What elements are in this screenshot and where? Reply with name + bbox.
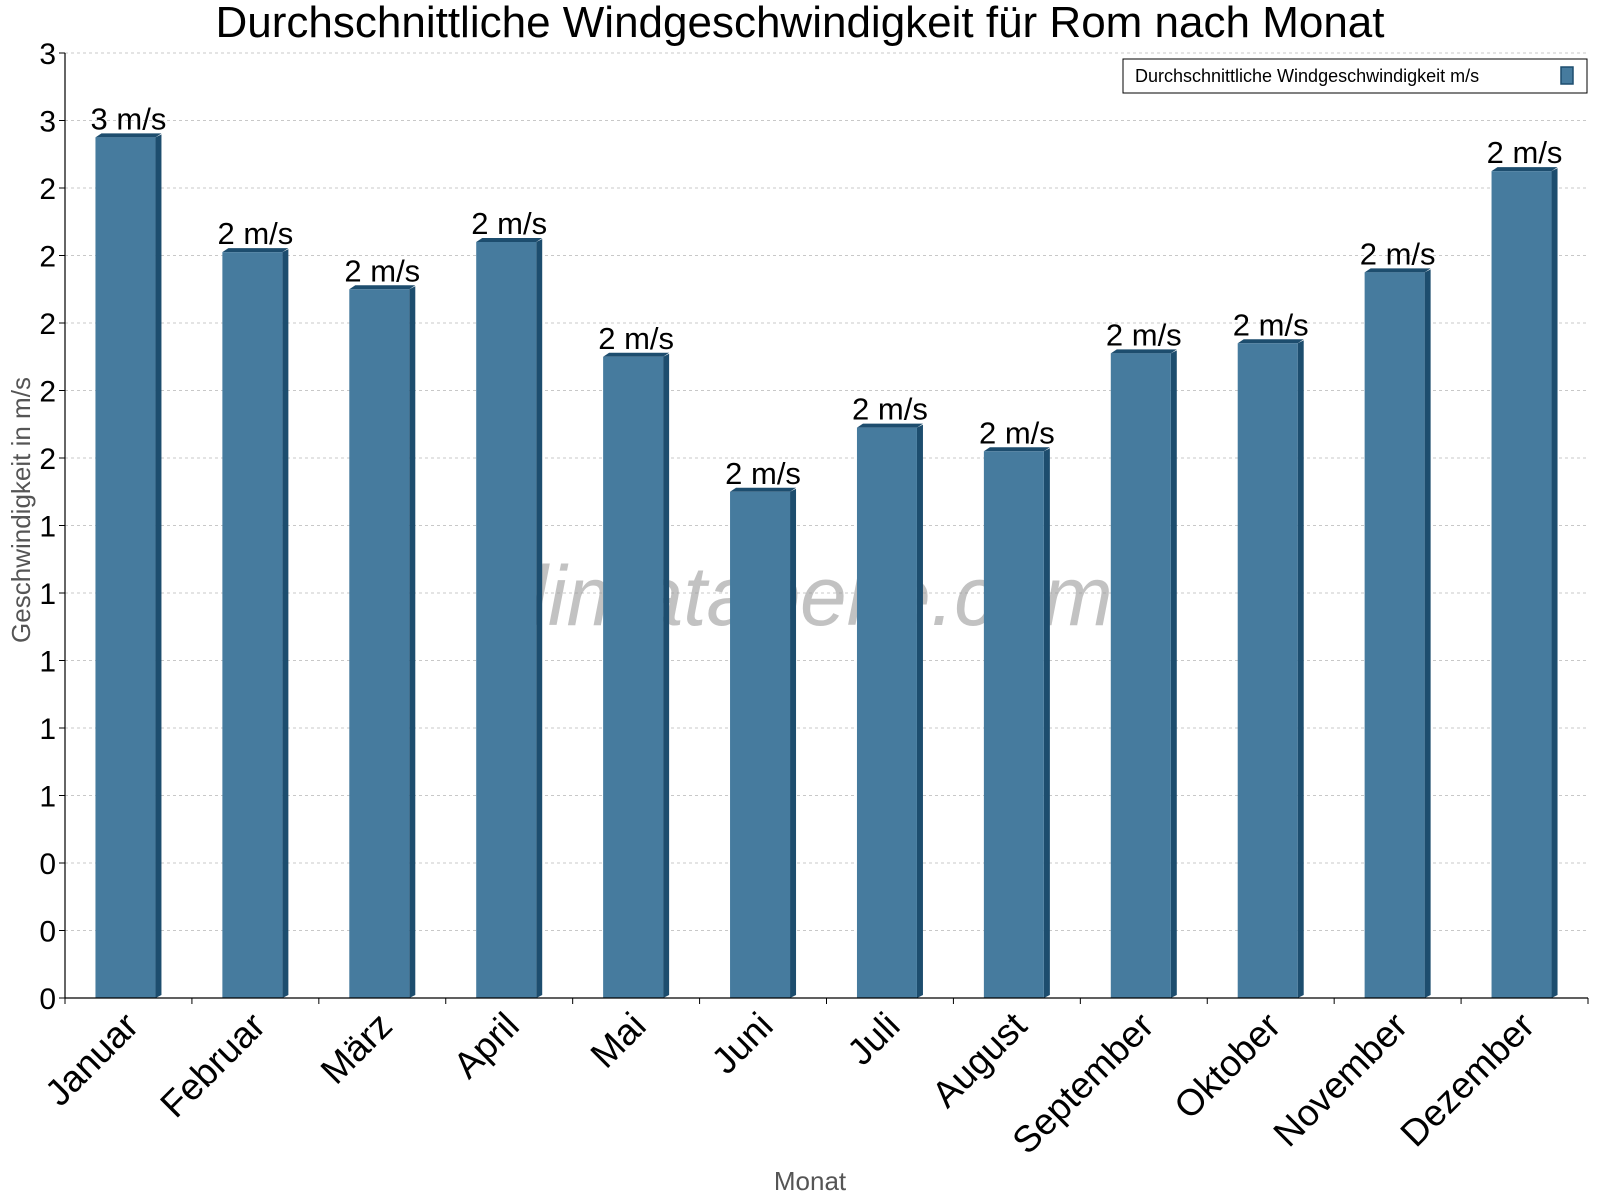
grid-lines bbox=[65, 52, 1588, 931]
data-label: 2 m/s bbox=[979, 415, 1055, 450]
bars: 3 m/s 2 m/s 2 m/s 2 m/s 2 m/s 2 m/s 2 m/s 2 m/s… bbox=[91, 101, 1563, 998]
bar-top bbox=[983, 447, 1050, 452]
bar-top bbox=[1364, 268, 1431, 273]
data-label: 2 m/s bbox=[471, 206, 547, 241]
legend-label: Durchschnittliche Windgeschwindigkeit m/… bbox=[1135, 66, 1479, 86]
x-tick-label: August bbox=[924, 1004, 1035, 1115]
x-tick-label: Dezember bbox=[1393, 1005, 1543, 1155]
y-tick-label: 2 bbox=[39, 308, 56, 341]
bar-side bbox=[1170, 350, 1177, 998]
x-tick-label: November bbox=[1266, 1005, 1416, 1155]
x-tick-label: Mai bbox=[583, 1005, 654, 1076]
bar-top bbox=[1110, 349, 1177, 354]
x-axis-title: Monat bbox=[774, 1166, 847, 1196]
bar-top bbox=[856, 423, 923, 428]
y-tick-label: 1 bbox=[39, 511, 56, 544]
y-tick-label: 0 bbox=[39, 983, 56, 1016]
y-tick-label: 2 bbox=[39, 443, 56, 476]
bar-top bbox=[95, 133, 162, 138]
bar-side bbox=[1043, 448, 1050, 998]
y-axis-ticks: 0 0 0 1 1 1 1 1 2 2 2 2 2 3 3 bbox=[39, 38, 65, 1016]
bar-side bbox=[790, 488, 797, 998]
y-axis-title: Geschwindigkeit in m/s bbox=[6, 377, 36, 643]
bar-side bbox=[663, 353, 670, 998]
bar-side bbox=[1551, 168, 1558, 998]
x-tick-label: Juni bbox=[704, 1005, 781, 1082]
y-tick-label: 0 bbox=[39, 848, 56, 881]
bar bbox=[349, 289, 410, 998]
data-label: 2 m/s bbox=[344, 253, 420, 288]
x-tick-label: April bbox=[446, 1005, 527, 1086]
axes bbox=[64, 53, 1589, 1004]
data-label: 2 m/s bbox=[725, 456, 801, 491]
bar-top bbox=[349, 285, 416, 290]
bar-side bbox=[1424, 269, 1431, 998]
x-tick-label: März bbox=[313, 1005, 400, 1092]
bar bbox=[95, 137, 156, 998]
data-label: 3 m/s bbox=[91, 101, 167, 136]
bar-top bbox=[1491, 167, 1558, 172]
y-tick-label: 3 bbox=[39, 38, 56, 71]
x-tick-label: Juli bbox=[839, 1005, 907, 1073]
bar-side bbox=[155, 134, 162, 998]
bar-top bbox=[1237, 339, 1304, 344]
bar-side bbox=[536, 239, 543, 998]
bar bbox=[1110, 353, 1171, 998]
x-tick-label: Oktober bbox=[1166, 1005, 1288, 1127]
y-tick-label: 1 bbox=[39, 578, 56, 611]
bar bbox=[1491, 171, 1552, 998]
bar bbox=[856, 427, 917, 998]
y-tick-label: 1 bbox=[39, 646, 56, 679]
x-axis-ticks: Januar Februar März April Mai Juni Juli AugustS… bbox=[37, 998, 1542, 1162]
data-label: 2 m/s bbox=[1233, 307, 1309, 342]
y-tick-label: 1 bbox=[39, 713, 56, 746]
legend-box bbox=[1122, 58, 1588, 94]
bar bbox=[222, 252, 283, 998]
data-label: 2 m/s bbox=[598, 321, 674, 356]
bar bbox=[1364, 272, 1425, 998]
bar-top bbox=[603, 352, 670, 357]
bar bbox=[983, 451, 1044, 998]
bar bbox=[476, 242, 537, 998]
bar-top bbox=[476, 238, 543, 242]
bar-top bbox=[222, 248, 289, 253]
data-label: 2 m/s bbox=[1106, 317, 1182, 352]
bar bbox=[603, 356, 664, 998]
x-tick-label: Januar bbox=[37, 1005, 146, 1114]
bar-side bbox=[282, 249, 289, 998]
legend-swatch bbox=[1560, 66, 1574, 85]
x-tick-label: Februar bbox=[152, 1005, 273, 1126]
bar-side bbox=[409, 286, 416, 998]
data-label: 2 m/s bbox=[852, 392, 928, 427]
y-tick-label: 0 bbox=[39, 916, 56, 949]
data-label: 2 m/s bbox=[1360, 236, 1436, 271]
bar-side bbox=[916, 424, 923, 998]
bar-side bbox=[1297, 340, 1304, 998]
bar bbox=[730, 491, 791, 998]
bar-top bbox=[730, 487, 797, 492]
y-tick-label: 2 bbox=[39, 241, 56, 274]
data-label: 2 m/s bbox=[1487, 135, 1563, 170]
chart-title: Durchschnittliche Windgeschwindigkeit fü… bbox=[216, 0, 1385, 47]
y-tick-label: 1 bbox=[39, 781, 56, 814]
bar bbox=[1237, 343, 1298, 998]
y-tick-label: 3 bbox=[39, 106, 56, 139]
y-tick-label: 2 bbox=[39, 376, 56, 409]
data-label: 2 m/s bbox=[217, 216, 293, 251]
y-tick-label: 2 bbox=[39, 173, 56, 206]
legend: Durchschnittliche Windgeschwindigkeit m/… bbox=[1122, 58, 1588, 94]
